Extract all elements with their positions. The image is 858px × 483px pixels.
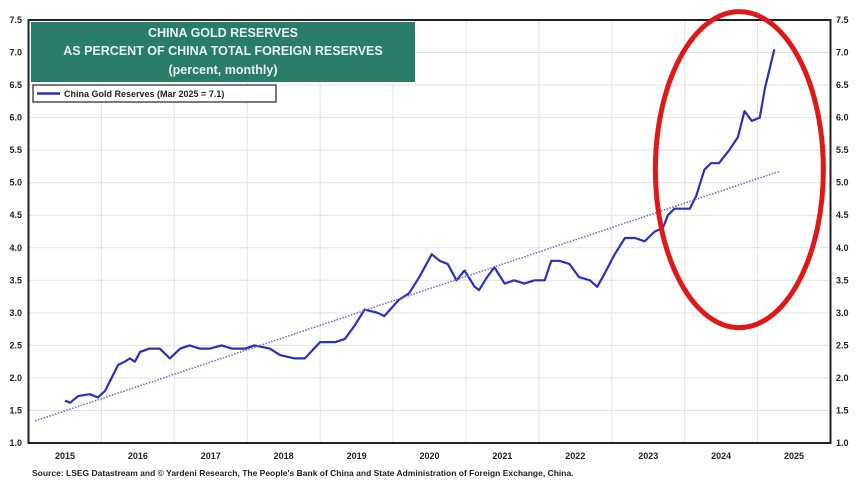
x-tick-label: 2015	[55, 451, 75, 461]
series-layer	[34, 49, 779, 422]
title-box: CHINA GOLD RESERVES AS PERCENT OF CHINA …	[31, 22, 415, 82]
y-axis-left: 1.0 1.5 2.0 2.5 3.0 3.5 4.0 4.5 5.0 5.5 6.0 6.5 7.0 7…	[9, 15, 22, 448]
y-tick-label-left: 1.0	[9, 438, 22, 448]
y-tick-label-right: 5.5	[836, 145, 849, 155]
y-tick-label-left: 6.0	[9, 113, 22, 123]
x-tick-label: 2016	[128, 451, 148, 461]
x-tick-label: 2020	[419, 451, 439, 461]
title-line-3: (percent, monthly)	[168, 63, 277, 77]
y-tick-label-left: 5.0	[9, 178, 22, 188]
plot-frame	[27, 19, 832, 444]
title-line-1: CHINA GOLD RESERVES	[148, 26, 298, 40]
y-tick-label-left: 7.5	[9, 15, 22, 25]
x-tick-label: 2017	[201, 451, 221, 461]
legend: China Gold Reserves (Mar 2025 = 7.1)	[32, 84, 277, 103]
y-tick-label-left: 7.0	[9, 48, 22, 58]
x-tick-label: 2021	[492, 451, 512, 461]
title-background	[31, 22, 415, 82]
y-tick-label-right: 7.5	[836, 15, 849, 25]
legend-label: China Gold Reserves (Mar 2025 = 7.1)	[64, 89, 224, 99]
y-tick-label-right: 3.0	[836, 308, 849, 318]
x-tick-label: 2019	[347, 451, 367, 461]
y-tick-label-right: 6.5	[836, 80, 849, 90]
x-tick-label: 2018	[274, 451, 294, 461]
y-tick-label-right: 1.5	[836, 405, 849, 415]
y-tick-label-right: 1.0	[836, 438, 849, 448]
title-line-2: AS PERCENT OF CHINA TOTAL FOREIGN RESERV…	[63, 44, 382, 58]
y-axis-right: 1.0 1.5 2.0 2.5 3.0 3.5 4.0 4.5 5.0 5.5 6.0 6.5 7.0 7…	[836, 15, 849, 448]
y-tick-label-left: 4.5	[9, 210, 22, 220]
x-tick-label: 2025	[784, 451, 804, 461]
y-tick-label-right: 2.5	[836, 340, 849, 350]
y-tick-label-right: 4.5	[836, 210, 849, 220]
y-tick-label-left: 2.5	[9, 340, 22, 350]
y-tick-label-left: 1.5	[9, 405, 22, 415]
y-tick-label-left: 3.0	[9, 308, 22, 318]
grid	[28, 19, 831, 444]
source-note: Source: LSEG Datastream and © Yardeni Re…	[32, 468, 574, 478]
trend-line	[34, 170, 779, 422]
y-tick-label-right: 5.0	[836, 178, 849, 188]
y-tick-label-left: 3.5	[9, 275, 22, 285]
x-tick-label: 2024	[711, 451, 731, 461]
y-tick-label-left: 4.0	[9, 243, 22, 253]
highlight-ellipse	[652, 9, 826, 331]
x-axis: 2015 2016 2017 2018 2019 2020 2021 2022 2023 2024…	[55, 451, 804, 461]
y-tick-label-left: 6.5	[9, 80, 22, 90]
x-tick-label: 2023	[638, 451, 658, 461]
y-tick-label-right: 2.0	[836, 373, 849, 383]
y-tick-label-right: 7.0	[836, 48, 849, 58]
y-tick-label-left: 2.0	[9, 373, 22, 383]
y-tick-label-right: 6.0	[836, 113, 849, 123]
y-tick-label-left: 5.5	[9, 145, 22, 155]
y-tick-label-right: 3.5	[836, 275, 849, 285]
gold-reserves-line	[64, 49, 776, 404]
x-tick-label: 2022	[565, 451, 585, 461]
y-tick-label-right: 4.0	[836, 243, 849, 253]
legend-box	[32, 84, 277, 103]
